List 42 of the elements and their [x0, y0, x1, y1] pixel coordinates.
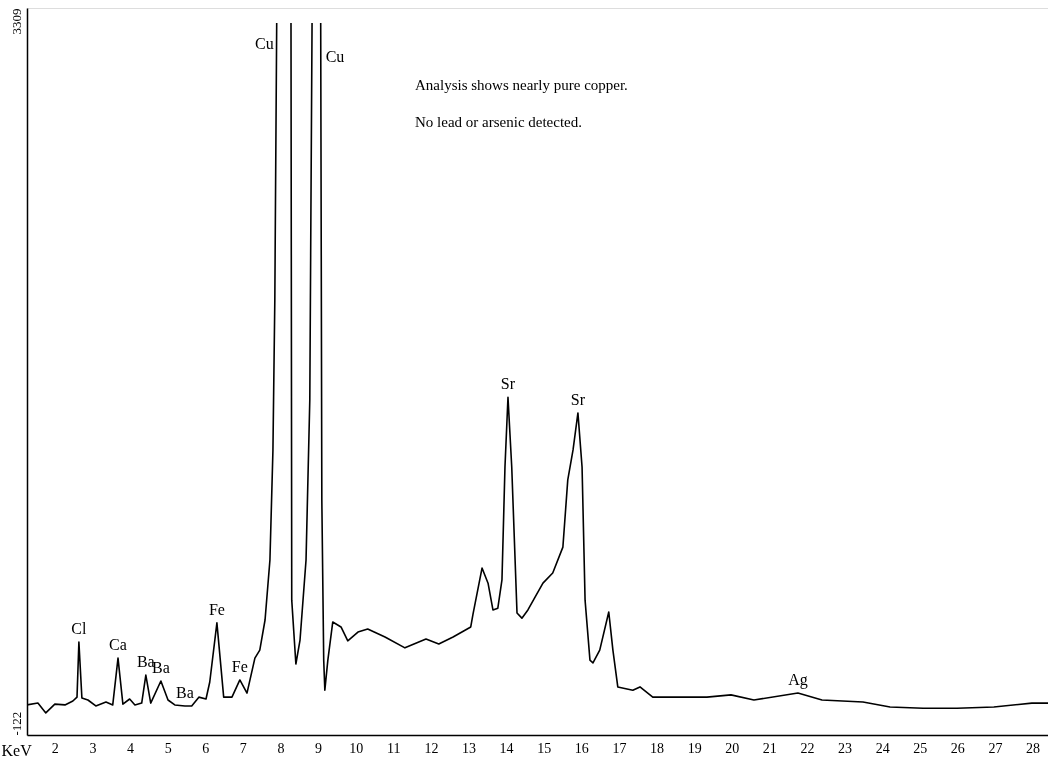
x-tick-label: 7: [239, 740, 247, 756]
x-tick-label: 28: [1026, 740, 1041, 756]
annotation: Sr: [500, 375, 516, 393]
x-tick-label: 4: [127, 740, 135, 756]
x-tick-label: 12: [424, 740, 439, 756]
x-tick-label: 17: [612, 740, 627, 756]
annotation: Cl: [71, 620, 88, 638]
annotation: Cu: [255, 35, 274, 53]
x-tick-label: 23: [838, 740, 853, 756]
annotation: Ca: [109, 636, 127, 654]
x-tick-label: 16: [574, 740, 589, 756]
x-tick-label: 19: [687, 740, 702, 756]
x-tick-label: 10: [349, 740, 364, 756]
x-tick-label: 11: [387, 740, 401, 756]
x-tick-label: 5: [164, 740, 172, 756]
annotation: Analysis shows nearly pure copper.: [415, 77, 628, 93]
annotation: No lead or arsenic detected.: [415, 114, 582, 130]
y-tick-label: -122: [8, 711, 24, 736]
x-tick-label: 25: [913, 740, 928, 756]
x-tick-label: 13: [461, 740, 476, 756]
annotation: Ba: [176, 683, 194, 701]
annotation: Fe: [208, 600, 225, 618]
x-tick-label: 3: [89, 740, 97, 756]
x-tick-label: 2: [51, 740, 59, 756]
x-tick-label: 14: [499, 740, 514, 756]
x-tick-label: 20: [725, 740, 740, 756]
annotation: Sr: [570, 390, 586, 408]
annotation: Ag: [788, 671, 808, 690]
annotation: Fe: [231, 657, 248, 675]
x-tick-label: 18: [650, 740, 665, 756]
x-tick-label: 26: [950, 740, 965, 756]
x-axis-title: KeV: [1, 741, 33, 759]
x-tick-label: 24: [875, 740, 890, 756]
x-tick-label: 9: [315, 740, 323, 756]
x-tick-label: 22: [800, 740, 815, 756]
x-tick-label: 21: [762, 740, 777, 756]
annotation: Cu: [325, 48, 345, 66]
x-tick-label: 8: [277, 740, 285, 756]
x-tick-label: 27: [988, 740, 1003, 756]
x-tick-label: 6: [202, 740, 210, 756]
x-tick-label: 15: [537, 740, 552, 756]
y-tick-label: 3309: [8, 8, 24, 35]
